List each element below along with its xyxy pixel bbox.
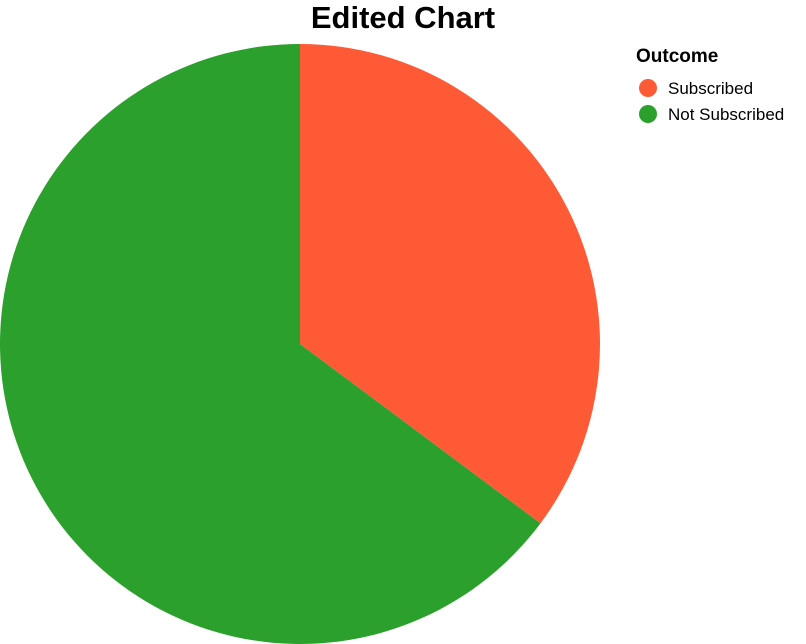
pie-slice-subscribed <box>300 44 601 524</box>
legend-item-not-subscribed: Not Subscribed <box>639 105 784 124</box>
legend-title: Outcome <box>636 46 718 67</box>
legend-label-not-subscribed: Not Subscribed <box>668 105 784 124</box>
legend-swatch-subscribed <box>639 79 657 97</box>
legend-label-subscribed: Subscribed <box>668 79 753 98</box>
legend-item-subscribed: Subscribed <box>639 79 753 98</box>
pie-slices <box>0 44 601 644</box>
legend: Outcome Subscribed Not Subscribed <box>636 46 784 124</box>
legend-items: Subscribed Not Subscribed <box>639 79 784 124</box>
pie-slice-not-subscribed <box>0 44 541 644</box>
legend-swatch-not-subscribed <box>639 105 657 123</box>
chart-title: Edited Chart <box>311 0 495 35</box>
